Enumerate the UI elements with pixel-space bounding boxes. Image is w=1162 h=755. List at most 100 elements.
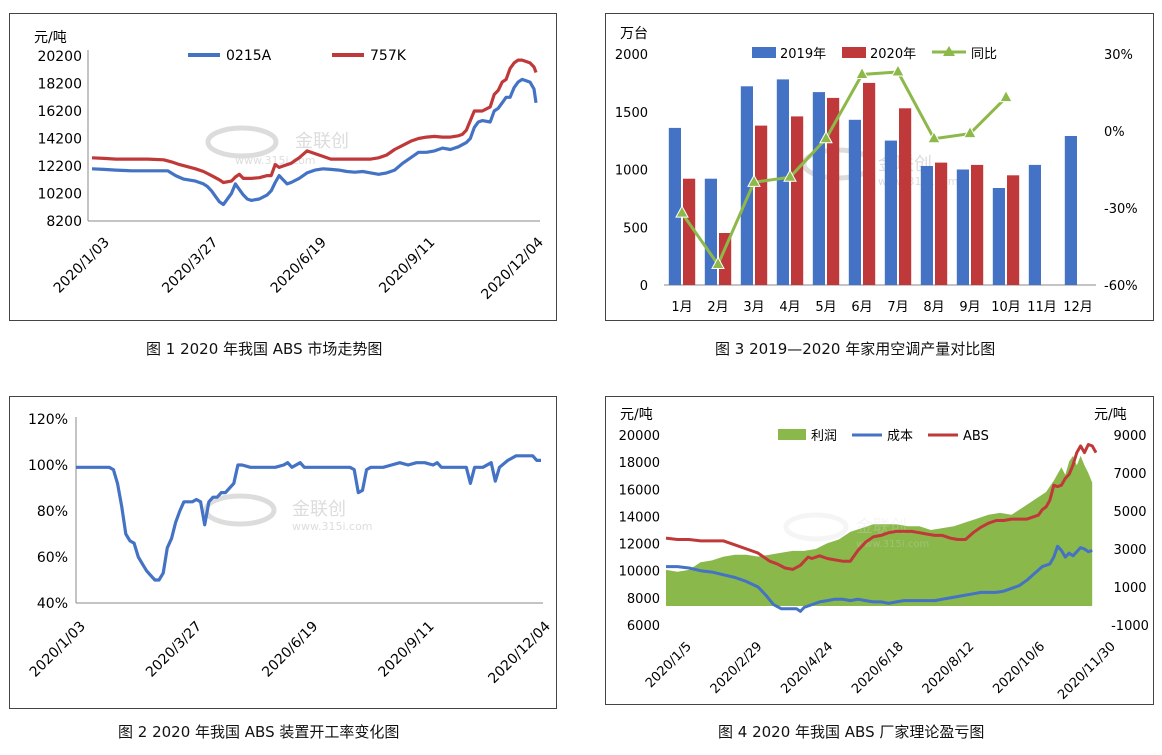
y-tick-label: 14000 (619, 510, 660, 525)
y-tick-label: 14200 (37, 132, 82, 148)
y-tick-label: 60% (37, 550, 68, 566)
y-tick-label: 8200 (46, 214, 82, 230)
y-tick-label: 16200 (37, 104, 82, 120)
y2-tick-label: 0% (1104, 125, 1125, 140)
x-tick-label: 1月 (671, 300, 692, 315)
x-tick-label: 2020/2/29 (708, 639, 766, 697)
legend-label-profit: 利润 (811, 429, 837, 444)
y-tick-label: 16000 (619, 483, 660, 498)
x-tick-label: 2020/6/18 (849, 639, 907, 697)
watermark-name: 金联创 (295, 131, 349, 152)
fig3-legend: 2019年 2020年 同比 (752, 46, 997, 62)
watermark-url: www.315i.com (292, 520, 373, 533)
y2-tick-label: -30% (1104, 202, 1138, 217)
caption-fig2: 图 2 2020 年我国 ABS 装置开工率变化图 (118, 723, 400, 741)
chart-fig1: 元/吨 0215A 757K 金联创 www.315i.com 8200 1020… (34, 30, 547, 303)
legend-swatch-2019 (752, 47, 776, 58)
series-line-757K (91, 58, 538, 185)
x-tick-label: 2月 (707, 300, 728, 315)
bar-2019年 (1064, 136, 1077, 285)
x-tick-label: 2020/9/11 (375, 619, 437, 681)
x-tick-label: 2020/6/19 (268, 235, 330, 297)
fig4-legend: 利润 成本 ABS (778, 429, 989, 444)
bar-2019年 (776, 79, 789, 286)
bar-2020年 (863, 82, 876, 286)
x-tick-label: 2020/4/24 (778, 639, 836, 697)
y-tick-label: 12000 (619, 538, 660, 553)
bar-2019年 (848, 119, 861, 285)
x-tick-label: 2020/12/04 (485, 618, 553, 686)
yoy-marker-icon (855, 66, 869, 80)
y-tick-label: 18000 (619, 456, 660, 471)
y-tick-label: 10000 (619, 565, 660, 580)
y2-tick-label: 1000 (1113, 581, 1146, 596)
x-tick-label: 2020/8/12 (920, 639, 978, 697)
x-tick-label: 12月 (1063, 300, 1093, 315)
watermark-ring-icon (783, 512, 849, 542)
y-tick-label: 1000 (615, 164, 648, 179)
caption-fig4: 图 4 2020 年我国 ABS 厂家理论盈亏图 (718, 723, 985, 741)
chart-fig3-panel: 万台 2019年 2020年 同比 金联创 www.315i.com 05001… (605, 13, 1154, 321)
bar-2019年 (740, 86, 753, 285)
bar-2020年 (971, 164, 984, 285)
legend-label-cost: 成本 (887, 429, 913, 444)
legend-swatch-2020 (842, 47, 866, 58)
x-tick-label: 4月 (779, 300, 800, 315)
series-line-abs (665, 443, 1098, 571)
x-tick-label: 9月 (959, 300, 980, 315)
x-tick-label: 2020/6/19 (259, 619, 321, 681)
chart-fig4-panel: 元/吨 元/吨 利润 成本 ABS 6000 8000 10000 12000 1400… (605, 396, 1154, 705)
y-tick-label: 120% (28, 412, 68, 428)
bar-2020年 (935, 162, 948, 285)
caption-fig3: 图 3 2019—2020 年家用空调产量对比图 (715, 340, 996, 358)
chart-fig3: 万台 2019年 2020年 同比 金联创 www.315i.com 05001… (615, 26, 1138, 315)
bar-2020年 (899, 108, 912, 285)
legend-label-0215A: 0215A (226, 48, 272, 64)
watermark-logo: 金联创 www.315i.com (203, 493, 373, 533)
y-tick-label: 1500 (615, 106, 648, 121)
x-tick-label: 2020/12/04 (478, 234, 546, 302)
x-tick-label: 11月 (1027, 300, 1057, 315)
x-tick-label: 2020/10/6 (990, 639, 1048, 697)
fig4-ylabel: 元/吨 (620, 407, 653, 423)
y2-tick-label: -1000 (1111, 619, 1149, 634)
y-tick-label: 6000 (627, 619, 660, 634)
yoy-marker-icon (783, 169, 797, 182)
x-tick-label: 2020/9/11 (376, 235, 438, 297)
x-tick-label: 2020/3/27 (159, 235, 221, 297)
x-tick-label: 2020/1/5 (643, 639, 695, 691)
legend-label-abs: ABS (963, 429, 989, 444)
y-tick-label: 2000 (615, 48, 648, 63)
x-tick-label: 3月 (743, 300, 764, 315)
series-line-cost (666, 544, 1093, 613)
series-line-0215A (91, 77, 538, 207)
y-tick-label: 500 (623, 221, 648, 236)
bar-2019年 (668, 127, 681, 286)
bar-2019年 (992, 188, 1005, 285)
yoy-marker-icon (747, 174, 761, 187)
legend-label-757K: 757K (370, 48, 407, 64)
chart-fig2-panel: 金联创 www.315i.com 40% 60% 80% 100% 120% 2020/… (9, 396, 557, 709)
x-tick-label: 10月 (991, 300, 1021, 315)
bar-2020年 (719, 233, 732, 285)
watermark-url: www.315i.com (856, 539, 929, 550)
bar-2020年 (755, 125, 768, 285)
yoy-marker-icon (819, 130, 833, 144)
bar-2019年 (920, 166, 933, 285)
y-tick-label: 10200 (37, 187, 82, 203)
profit-area (666, 455, 1093, 606)
yoy-marker-icon (891, 63, 905, 77)
bar-2020年 (791, 116, 804, 286)
legend-label-2020: 2020年 (870, 47, 916, 62)
series-line-yoy (680, 70, 1008, 268)
y-tick-label: 18200 (37, 77, 82, 93)
fig3-ylabel: 万台 (620, 26, 648, 42)
x-tick-label: 5月 (815, 300, 836, 315)
bar-2020年 (683, 178, 696, 285)
legend-label-yoy: 同比 (971, 47, 997, 62)
x-tick-label: 2020/1/03 (51, 235, 113, 297)
series-line-operating-rate (76, 454, 541, 582)
x-tick-label: 6月 (851, 300, 872, 315)
watermark-name: 金联创 (292, 499, 346, 520)
y2-tick-label: 30% (1104, 48, 1133, 63)
